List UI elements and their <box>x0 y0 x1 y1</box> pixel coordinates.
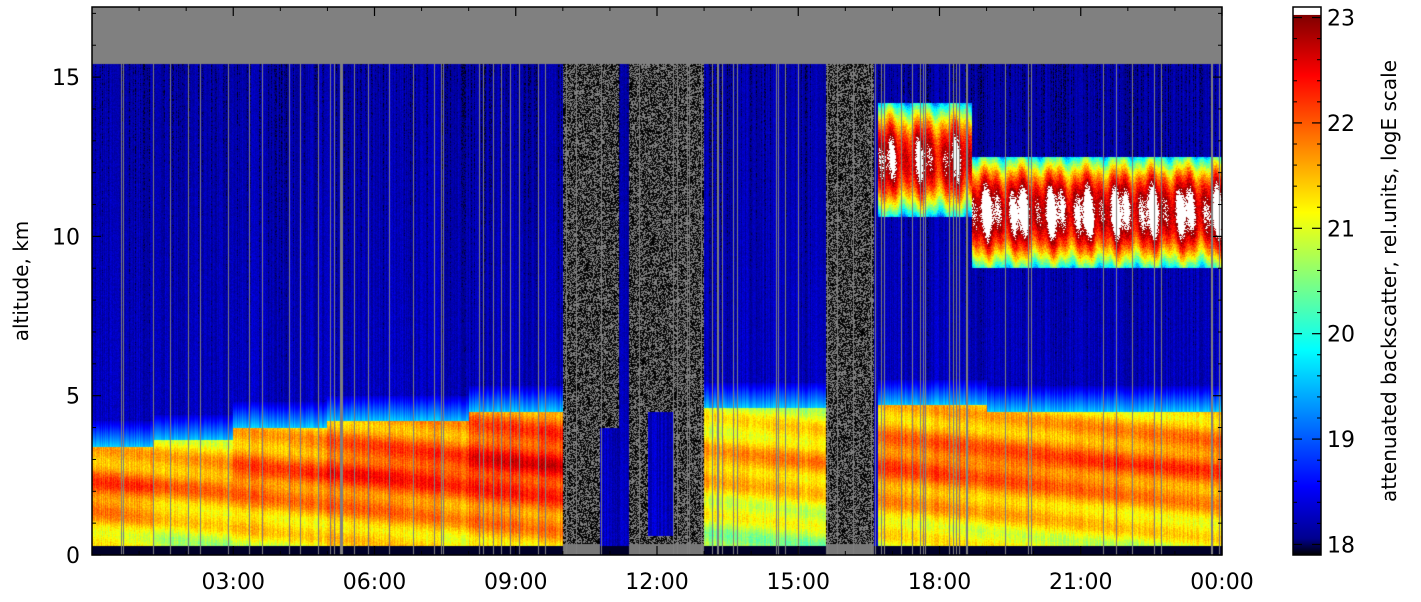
x-tick-label: 00:00 <box>1190 570 1253 595</box>
colorbar-frame <box>1292 6 1322 556</box>
colorbar-tick-label: 22 <box>1327 112 1355 137</box>
x-tick-label: 21:00 <box>1049 570 1112 595</box>
x-tick-label: 18:00 <box>908 570 971 595</box>
y-tick-label: 5 <box>66 385 80 410</box>
x-tick-label: 03:00 <box>202 570 265 595</box>
y-axis-label: altitude, km <box>9 221 33 342</box>
colorbar-tick-label: 19 <box>1327 428 1355 453</box>
y-tick-label: 10 <box>52 225 80 250</box>
y-axis: 0 5 10 15 <box>52 12 1222 569</box>
colorbar-tick-label: 18 <box>1327 533 1355 558</box>
colorbar-tick-label: 20 <box>1327 323 1355 348</box>
x-tick-label: 06:00 <box>343 570 406 595</box>
x-axis: 03:00 06:00 09:00 12:00 15:00 18:00 21:00 00:00 <box>138 7 1254 595</box>
x-tick-label: 15:00 <box>767 570 830 595</box>
x-tick-label: 12:00 <box>625 570 688 595</box>
y-tick-label: 15 <box>52 66 80 91</box>
colorbar: 18 19 20 21 22 23 attenuated backscatter, rel… <box>1292 6 1401 558</box>
backscatter-heatmap <box>92 7 1222 555</box>
colorbar-tick-label: 21 <box>1327 217 1355 242</box>
colorbar-tick-label: 23 <box>1327 7 1355 32</box>
colorbar-ticks: 18 19 20 21 22 23 <box>1293 7 1355 558</box>
plot-area <box>91 6 1223 556</box>
y-tick-label: 0 <box>66 544 80 569</box>
x-tick-label: 09:00 <box>484 570 547 595</box>
colorbar-label: attenuated backscatter, rel.units, logE … <box>1377 60 1401 502</box>
colorbar-gradient <box>1293 7 1321 555</box>
